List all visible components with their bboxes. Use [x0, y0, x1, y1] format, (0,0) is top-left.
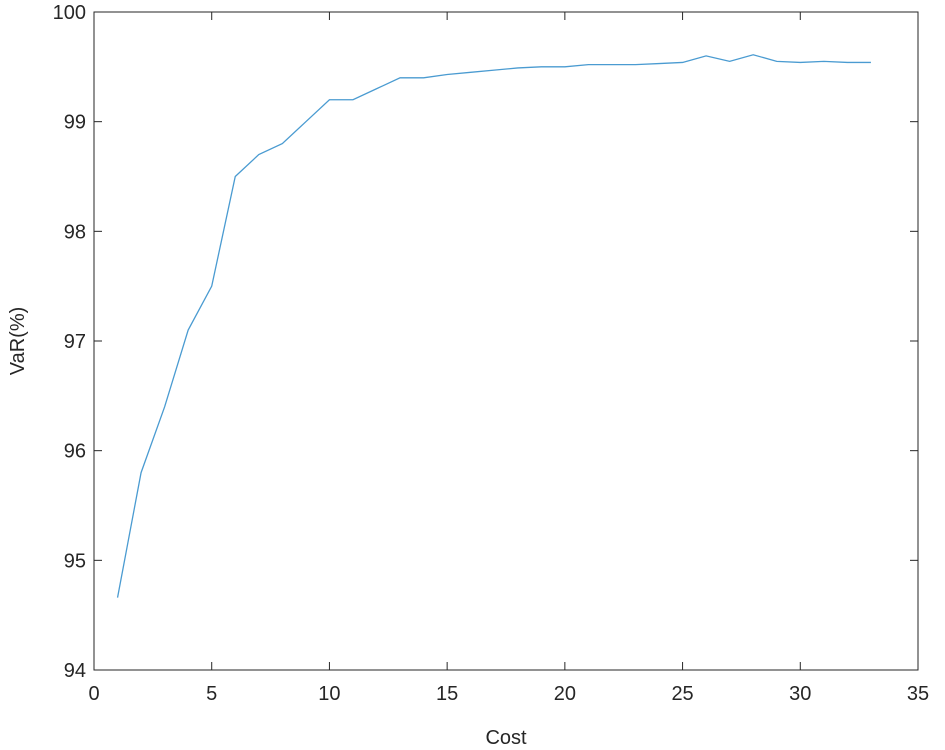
- y-tick-label: 99: [64, 112, 86, 134]
- x-tick-label: 10: [318, 683, 340, 705]
- x-axis-label: Cost: [485, 727, 527, 749]
- x-tick-label: 0: [88, 683, 99, 705]
- x-tick-label: 20: [554, 683, 576, 705]
- y-tick-label: 97: [64, 331, 86, 353]
- x-tick-label: 35: [907, 683, 929, 705]
- data-line: [116, 54, 871, 598]
- y-tick-label: 98: [64, 221, 86, 243]
- x-tick-label: 25: [671, 683, 693, 705]
- plot-frame: [93, 11, 919, 671]
- x-tick-label: 30: [789, 683, 811, 705]
- x-tick-label: 15: [436, 683, 458, 705]
- y-axis-label: VaR(%): [7, 307, 29, 376]
- x-tick-label: 5: [206, 683, 217, 705]
- y-tick-label: 96: [64, 441, 86, 463]
- y-tick-label: 94: [64, 660, 86, 682]
- y-tick-label: 100: [53, 2, 86, 24]
- y-tick-label: 95: [64, 550, 86, 572]
